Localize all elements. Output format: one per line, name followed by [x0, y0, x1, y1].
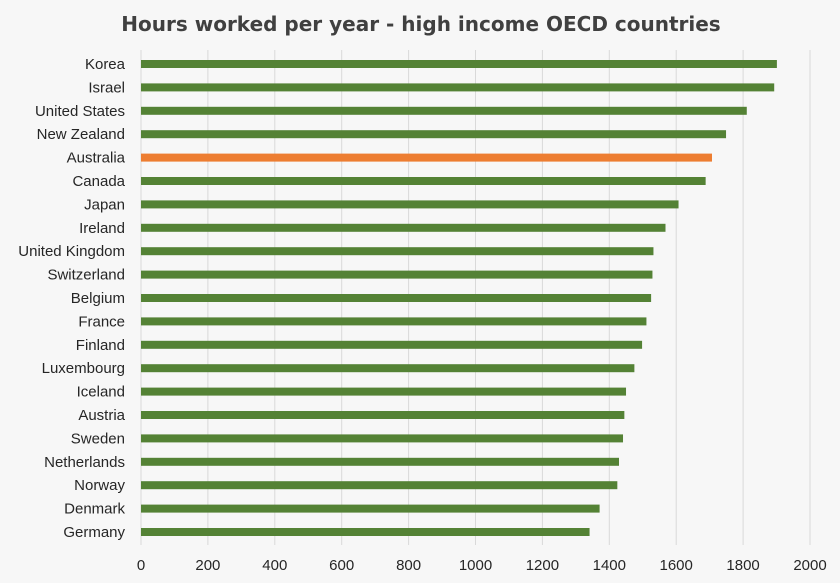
category-label: Switzerland: [47, 267, 125, 284]
x-tick-label: 200: [195, 557, 220, 574]
category-label: Israel: [88, 79, 125, 96]
bar-germany: [141, 528, 590, 536]
category-label: Korea: [85, 56, 126, 73]
bar-united-kingdom: [141, 247, 654, 256]
bar-luxembourg: [141, 364, 635, 373]
x-tick-label: 400: [262, 557, 287, 574]
x-tick-label: 1200: [526, 557, 559, 574]
category-label: Austria: [78, 407, 125, 424]
bar-sweden: [141, 434, 624, 443]
x-tick-label: 600: [329, 557, 354, 574]
category-label: United States: [35, 103, 125, 120]
category-label: Iceland: [77, 384, 125, 401]
category-label: Netherlands: [44, 454, 125, 471]
category-label: Canada: [72, 173, 125, 190]
bar-switzerland: [141, 270, 653, 279]
bar-ireland: [141, 223, 666, 232]
bar-denmark: [141, 504, 600, 513]
bar-united-states: [141, 106, 747, 115]
category-label: Australia: [67, 150, 126, 167]
bar-belgium: [141, 294, 652, 302]
category-label: Ireland: [79, 220, 125, 237]
x-tick-label: 2000: [793, 557, 826, 574]
bar-canada: [141, 177, 706, 185]
category-label: Germany: [63, 524, 125, 541]
category-label: Finland: [76, 337, 125, 354]
category-labels: Korea Israel United States New Zealand Austr…: [18, 56, 125, 541]
x-tick-label: 1600: [660, 557, 693, 574]
bar-israel: [141, 83, 775, 92]
category-label: Denmark: [64, 501, 125, 518]
bar-norway: [141, 481, 618, 490]
bar-france: [141, 317, 647, 326]
category-label: New Zealand: [37, 126, 125, 143]
x-tick-label: 1800: [726, 557, 759, 574]
category-label: Japan: [84, 196, 125, 213]
bar-netherlands: [141, 457, 620, 466]
category-label: France: [78, 313, 125, 330]
bar-new-zealand: [141, 130, 727, 139]
category-label: Luxembourg: [42, 360, 125, 377]
bar-finland: [141, 340, 643, 349]
category-label: Norway: [74, 477, 125, 494]
bars: [141, 60, 777, 536]
category-label: United Kingdom: [18, 243, 125, 260]
x-axis-tick-labels: 0 200 400 600 800 1000 1200 1400 1600 1800 2000: [137, 557, 827, 574]
bar-japan: [141, 200, 679, 209]
x-tick-label: 1000: [459, 557, 492, 574]
x-tick-label: 800: [396, 557, 421, 574]
x-tick-label: 1400: [593, 557, 626, 574]
bar-iceland: [141, 387, 627, 396]
x-tick-label: 0: [137, 557, 145, 574]
category-label: Belgium: [71, 290, 125, 307]
chart-title: Hours worked per year - high income OECD…: [121, 12, 720, 36]
bar-australia: [141, 153, 712, 162]
bar-korea: [141, 60, 777, 68]
bar-austria: [141, 411, 625, 419]
category-label: Sweden: [71, 430, 125, 447]
